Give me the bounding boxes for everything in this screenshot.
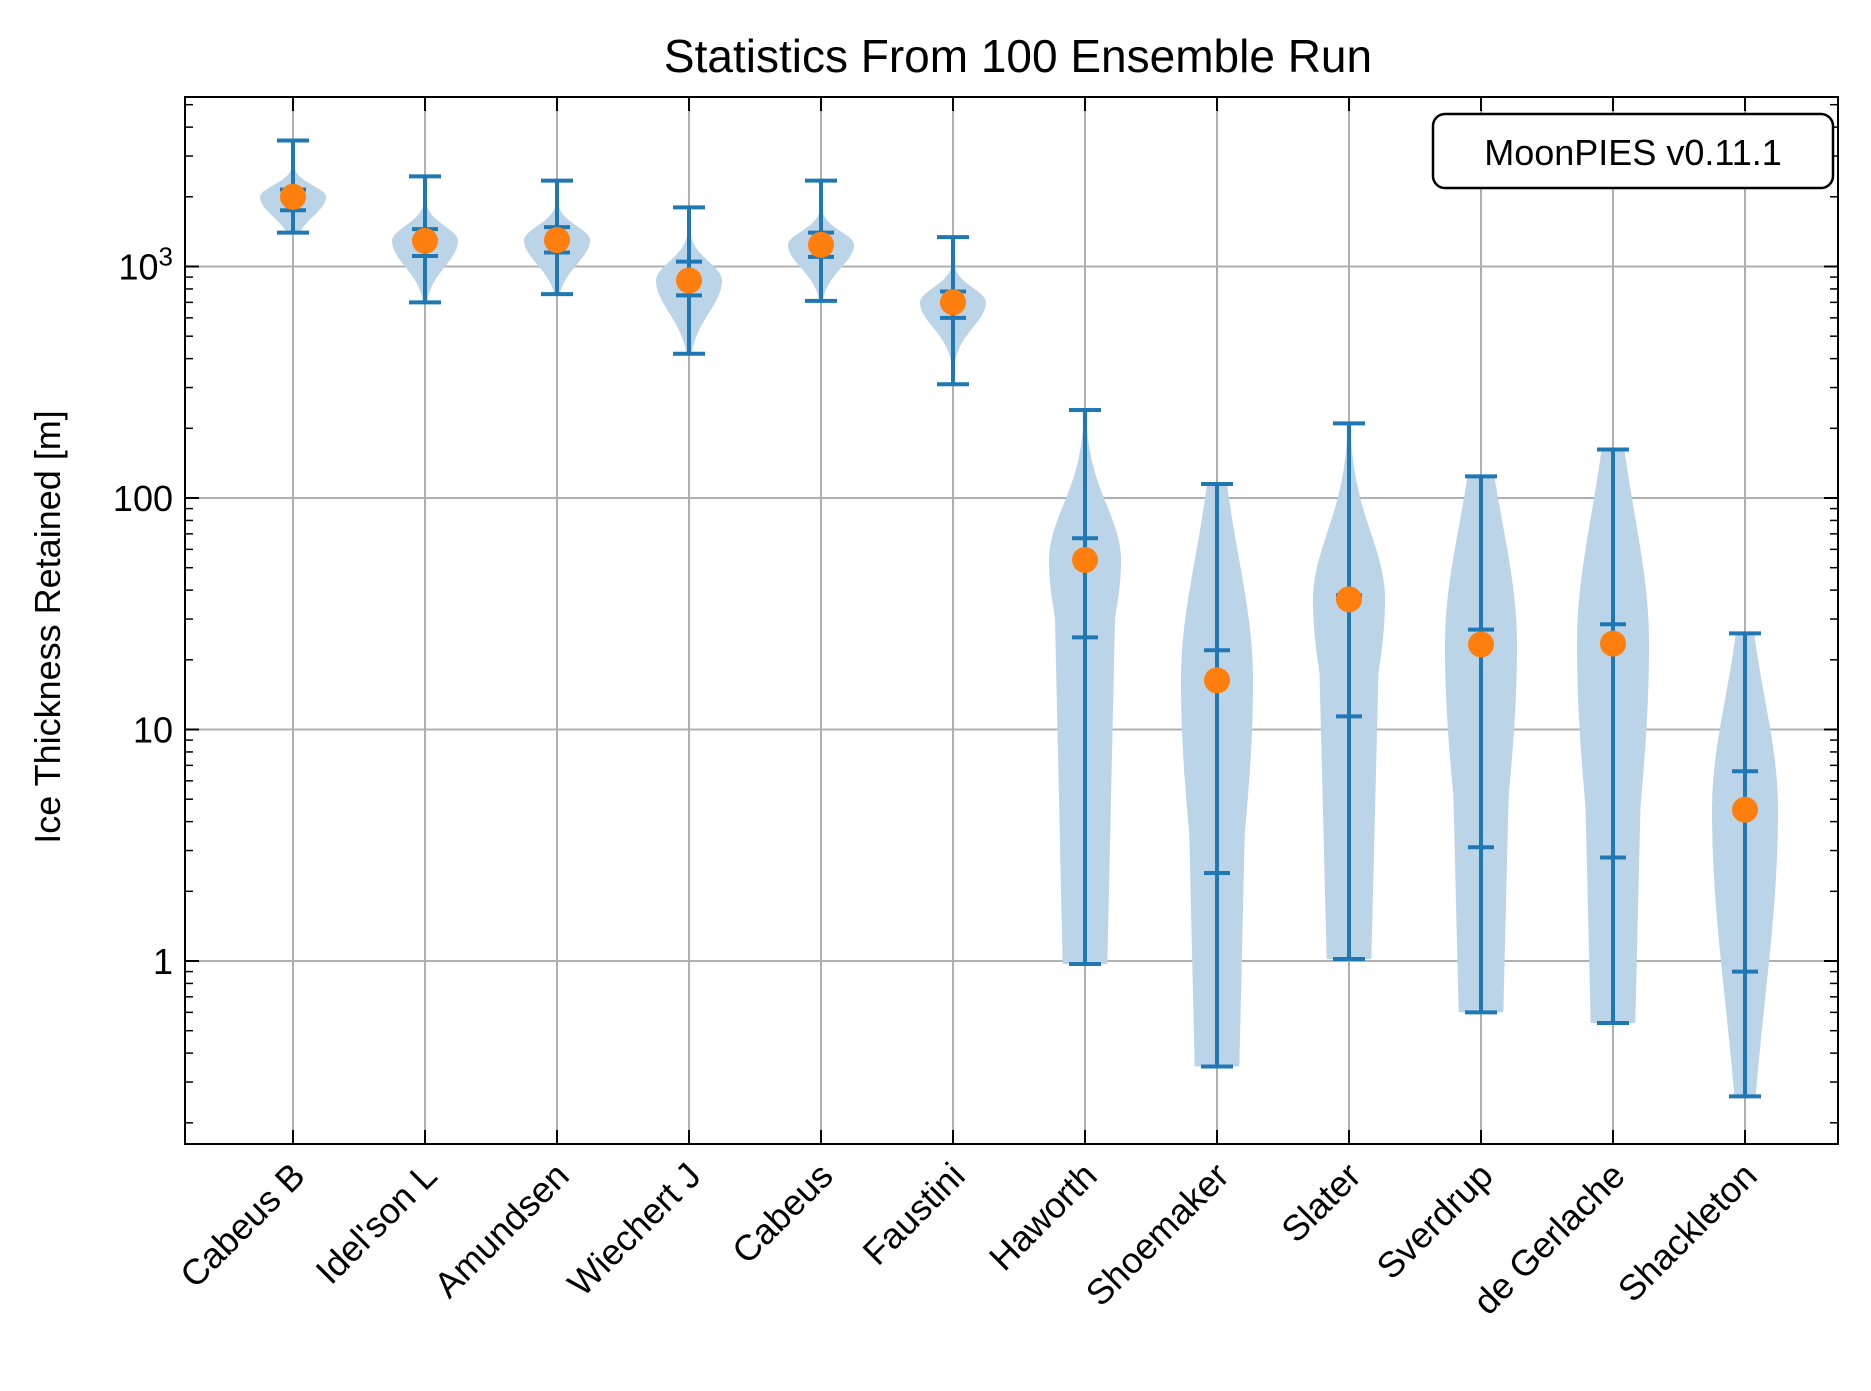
x-tick-label: Wiechert J: [559, 1155, 708, 1304]
median-marker: [1732, 796, 1758, 823]
y-tick-label: 100: [113, 478, 173, 519]
annotation-box: [1431, 112, 1835, 190]
chart-title: Statistics From 100 Ensemble Run: [664, 30, 1372, 82]
x-tick-label: Shackleton: [1610, 1155, 1765, 1310]
x-tick-label: Shoemaker: [1077, 1155, 1236, 1314]
y-tick-labels: 1 10 100 103: [113, 242, 173, 983]
x-tick-label: Haworth: [981, 1155, 1105, 1279]
version-annotation: MoonPIES v0.11.1: [1431, 112, 1835, 190]
median-marker: [1204, 667, 1230, 694]
violin-series: [260, 138, 1778, 1099]
median-marker: [808, 231, 834, 258]
x-tick-label: Amundsen: [426, 1155, 577, 1306]
x-tick-label: Slater: [1273, 1155, 1368, 1250]
axis-ticks: [185, 97, 1838, 1144]
y-axis-label: Ice Thickness Retained [m]: [27, 410, 68, 844]
x-tick-label: Faustini: [855, 1155, 973, 1273]
y-tick-label: 103: [118, 242, 173, 288]
x-tick-label: Cabeus B: [172, 1155, 313, 1296]
plot-frame: [184, 96, 1839, 1145]
x-tick-label: Cabeus: [724, 1155, 841, 1272]
median-markers: [280, 183, 1758, 823]
median-marker: [1600, 630, 1626, 657]
y-tick-label: 1: [153, 941, 173, 982]
median-marker: [544, 227, 570, 254]
x-tick-label: Sverdrup: [1368, 1155, 1500, 1287]
y-tick-label: 10: [133, 710, 173, 751]
annotation-text: MoonPIES v0.11.1: [1484, 132, 1782, 173]
median-marker: [940, 289, 966, 316]
median-marker: [1468, 631, 1494, 658]
median-marker: [1072, 546, 1098, 573]
median-marker: [1336, 586, 1362, 613]
median-marker: [280, 183, 306, 210]
median-marker: [676, 267, 702, 294]
x-tick-label: Idel'son L: [307, 1155, 444, 1292]
median-marker: [412, 227, 438, 254]
